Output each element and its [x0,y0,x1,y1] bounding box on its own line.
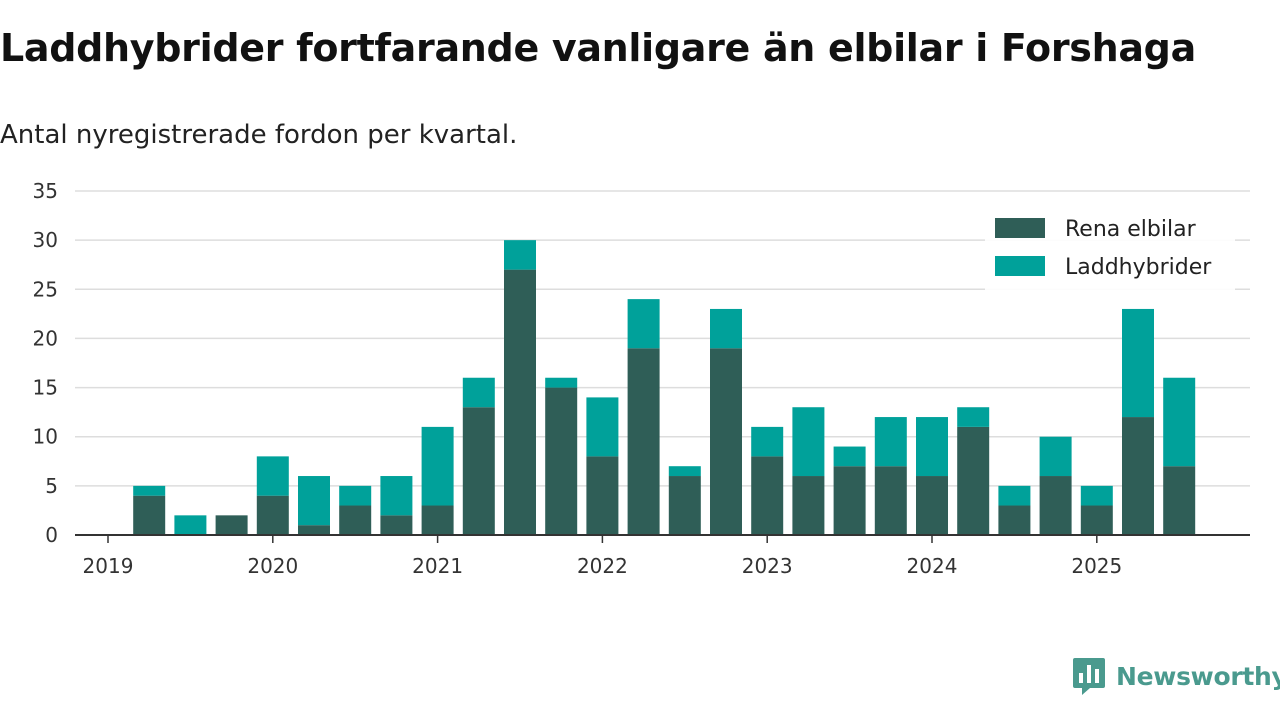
legend-label: Laddhybrider [1065,255,1212,280]
bar-rena-elbilar [874,466,907,535]
legend: Rena elbilar Laddhybrider [985,208,1235,290]
bar-rena-elbilar [1122,417,1154,535]
bar-laddhybrider [380,476,413,516]
bar-rena-elbilar [421,505,454,535]
x-tick-label: 2021 [412,554,463,578]
bar-laddhybrider [133,485,166,496]
bar-laddhybrider [504,240,536,270]
x-tick-label: 2020 [247,554,298,578]
bar-rena-elbilar [916,476,948,535]
legend-swatch [995,256,1045,276]
bar-rena-elbilar [1163,466,1196,535]
bar-rena-elbilar [339,505,372,535]
bar-rena-elbilar [710,348,742,535]
x-tick-label: 2023 [742,554,793,578]
bar-laddhybrider [668,466,701,477]
x-tick-label: 2022 [577,554,628,578]
bar-rena-elbilar [298,525,330,535]
bar-rena-elbilar [668,476,701,535]
legend-swatch [995,218,1045,238]
newsworthy-logo-icon [1073,658,1105,695]
bars [133,240,1196,535]
bar-rena-elbilar [998,505,1031,535]
x-tick-label: 2025 [1071,554,1122,578]
y-tick-label: 30 [33,228,58,252]
y-tick-label: 5 [45,474,58,498]
bar-laddhybrider [1122,308,1154,418]
y-tick-label: 15 [33,376,58,400]
y-tick-label: 25 [33,277,58,301]
bar-rena-elbilar [833,466,866,535]
chart-subtitle: Antal nyregistrerade fordon per kvartal. [0,120,518,150]
bar-laddhybrider [586,397,619,457]
y-axis: 0 5 10 15 20 25 30 35 [33,179,58,547]
bar-laddhybrider [627,299,660,349]
bar-rena-elbilar [627,348,660,535]
bar-laddhybrider [174,515,207,535]
bar-rena-elbilar [462,407,495,535]
bar-rena-elbilar [133,495,166,535]
bar-laddhybrider [957,407,990,427]
bar-rena-elbilar [215,515,248,535]
chart-title: Laddhybrider fortfarande vanligare än el… [0,26,1196,70]
y-tick-label: 0 [45,523,58,547]
bar-rena-elbilar [957,426,990,535]
bar-rena-elbilar [545,387,578,535]
bar-laddhybrider [545,377,578,388]
bar-laddhybrider [1163,377,1196,467]
bar-laddhybrider [256,456,289,496]
bar-laddhybrider [916,417,948,477]
bar-rena-elbilar [1080,505,1113,535]
y-tick-label: 10 [33,425,58,449]
legend-label: Rena elbilar [1065,217,1197,242]
bar-laddhybrider [874,417,907,467]
bar-rena-elbilar [751,456,784,535]
bar-laddhybrider [1039,436,1072,477]
bar-rena-elbilar [504,269,536,535]
bar-laddhybrider [339,485,372,506]
bar-rena-elbilar [792,476,825,535]
brand: Newsworthy [1072,656,1280,696]
bar-laddhybrider [298,476,330,526]
brand-name: Newsworthy [1116,661,1280,691]
bar-laddhybrider [421,426,454,506]
bar-laddhybrider [792,407,825,477]
x-axis: 2019 2020 2021 2022 2023 2024 2025 [75,534,1250,578]
bar-laddhybrider [751,426,784,457]
bar-rena-elbilar [256,495,289,535]
y-tick-label: 35 [33,179,58,203]
bar-rena-elbilar [380,515,413,535]
y-tick-label: 20 [33,326,58,350]
bar-rena-elbilar [586,456,619,535]
x-tick-label: 2019 [83,554,134,578]
bar-laddhybrider [833,446,866,467]
bar-laddhybrider [710,308,742,349]
bar-laddhybrider [1080,485,1113,506]
bar-rena-elbilar [1039,476,1072,535]
bar-laddhybrider [998,485,1031,506]
x-tick-label: 2024 [907,554,958,578]
bar-laddhybrider [462,377,495,408]
